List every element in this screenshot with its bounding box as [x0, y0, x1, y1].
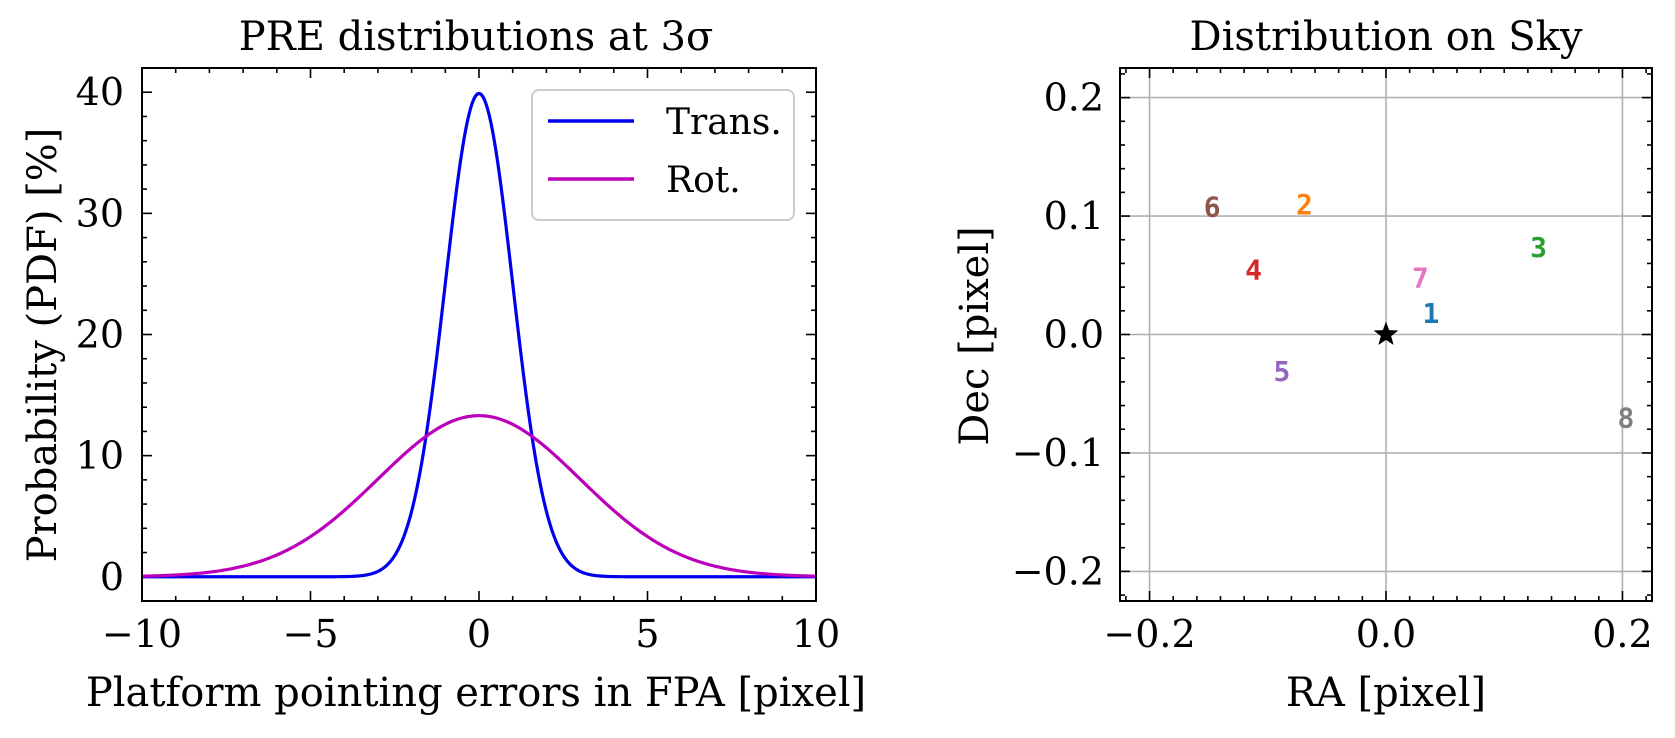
- right-chart-title: Distribution on Sky: [1190, 14, 1583, 60]
- y-tick-label: −0.2: [1012, 549, 1104, 593]
- x-tick-label: −10: [102, 612, 182, 656]
- legend-label-trans: Trans.: [666, 102, 782, 143]
- left-y-axis-label: Probability (PDF) [%]: [20, 128, 66, 563]
- series-line-trans: [142, 91, 816, 579]
- sky-distribution-chart: Distribution on Sky RA [pixel] Dec [pixe…: [952, 14, 1653, 716]
- point-label-3: 3: [1530, 231, 1547, 264]
- left-plot-frame: [141, 67, 817, 602]
- right-plot-frame: [1119, 67, 1653, 602]
- y-tick-label: 10: [76, 434, 124, 478]
- x-tick-label: −5: [282, 612, 338, 656]
- left-series-group: [141, 91, 817, 579]
- x-tick-label: 0.0: [1356, 612, 1416, 656]
- point-label-5: 5: [1274, 355, 1291, 388]
- left-axis-ticks: −10 −5 0 5 10 0 10 20 30 40: [76, 67, 840, 656]
- y-tick-label: 0: [100, 555, 124, 599]
- right-y-axis-label: Dec [pixel]: [952, 226, 998, 446]
- legend: Trans. Rot.: [531, 89, 795, 221]
- x-tick-label: 0: [467, 612, 491, 656]
- series-line-rot: [141, 414, 817, 578]
- y-tick-label: 40: [76, 70, 124, 114]
- x-tick-label: 10: [792, 612, 840, 656]
- pdf-chart: PRE distributions at 3σ Platform pointin…: [20, 14, 866, 716]
- right-point-labels: 1 2 3 4 5 6 7 8: [1204, 188, 1635, 434]
- y-tick-label: 0.1: [1044, 194, 1104, 238]
- left-x-axis-label: Platform pointing errors in FPA [pixel]: [86, 670, 866, 716]
- x-tick-label: 5: [635, 612, 659, 656]
- point-label-1: 1: [1422, 297, 1439, 330]
- y-tick-label: 0.0: [1044, 313, 1104, 357]
- y-tick-label: −0.1: [1012, 431, 1104, 475]
- point-label-7: 7: [1412, 262, 1429, 295]
- center-star-marker: [1373, 321, 1399, 346]
- point-label-6: 6: [1204, 191, 1221, 224]
- point-label-2: 2: [1296, 188, 1313, 221]
- y-tick-label: 30: [76, 191, 124, 235]
- left-chart-title: PRE distributions at 3σ: [239, 14, 714, 60]
- point-label-8: 8: [1618, 401, 1635, 434]
- right-axis-ticks: −0.2 0.0 0.2 −0.2 −0.1 0.0 0.1 0.2: [1012, 68, 1653, 656]
- x-tick-label: 0.2: [1592, 612, 1652, 656]
- x-tick-label: −0.2: [1103, 612, 1195, 656]
- y-tick-label: 20: [76, 313, 124, 357]
- point-label-4: 4: [1245, 253, 1262, 286]
- right-x-axis-label: RA [pixel]: [1286, 670, 1486, 716]
- y-tick-label: 0.2: [1044, 76, 1104, 120]
- legend-label-rot: Rot.: [666, 160, 741, 201]
